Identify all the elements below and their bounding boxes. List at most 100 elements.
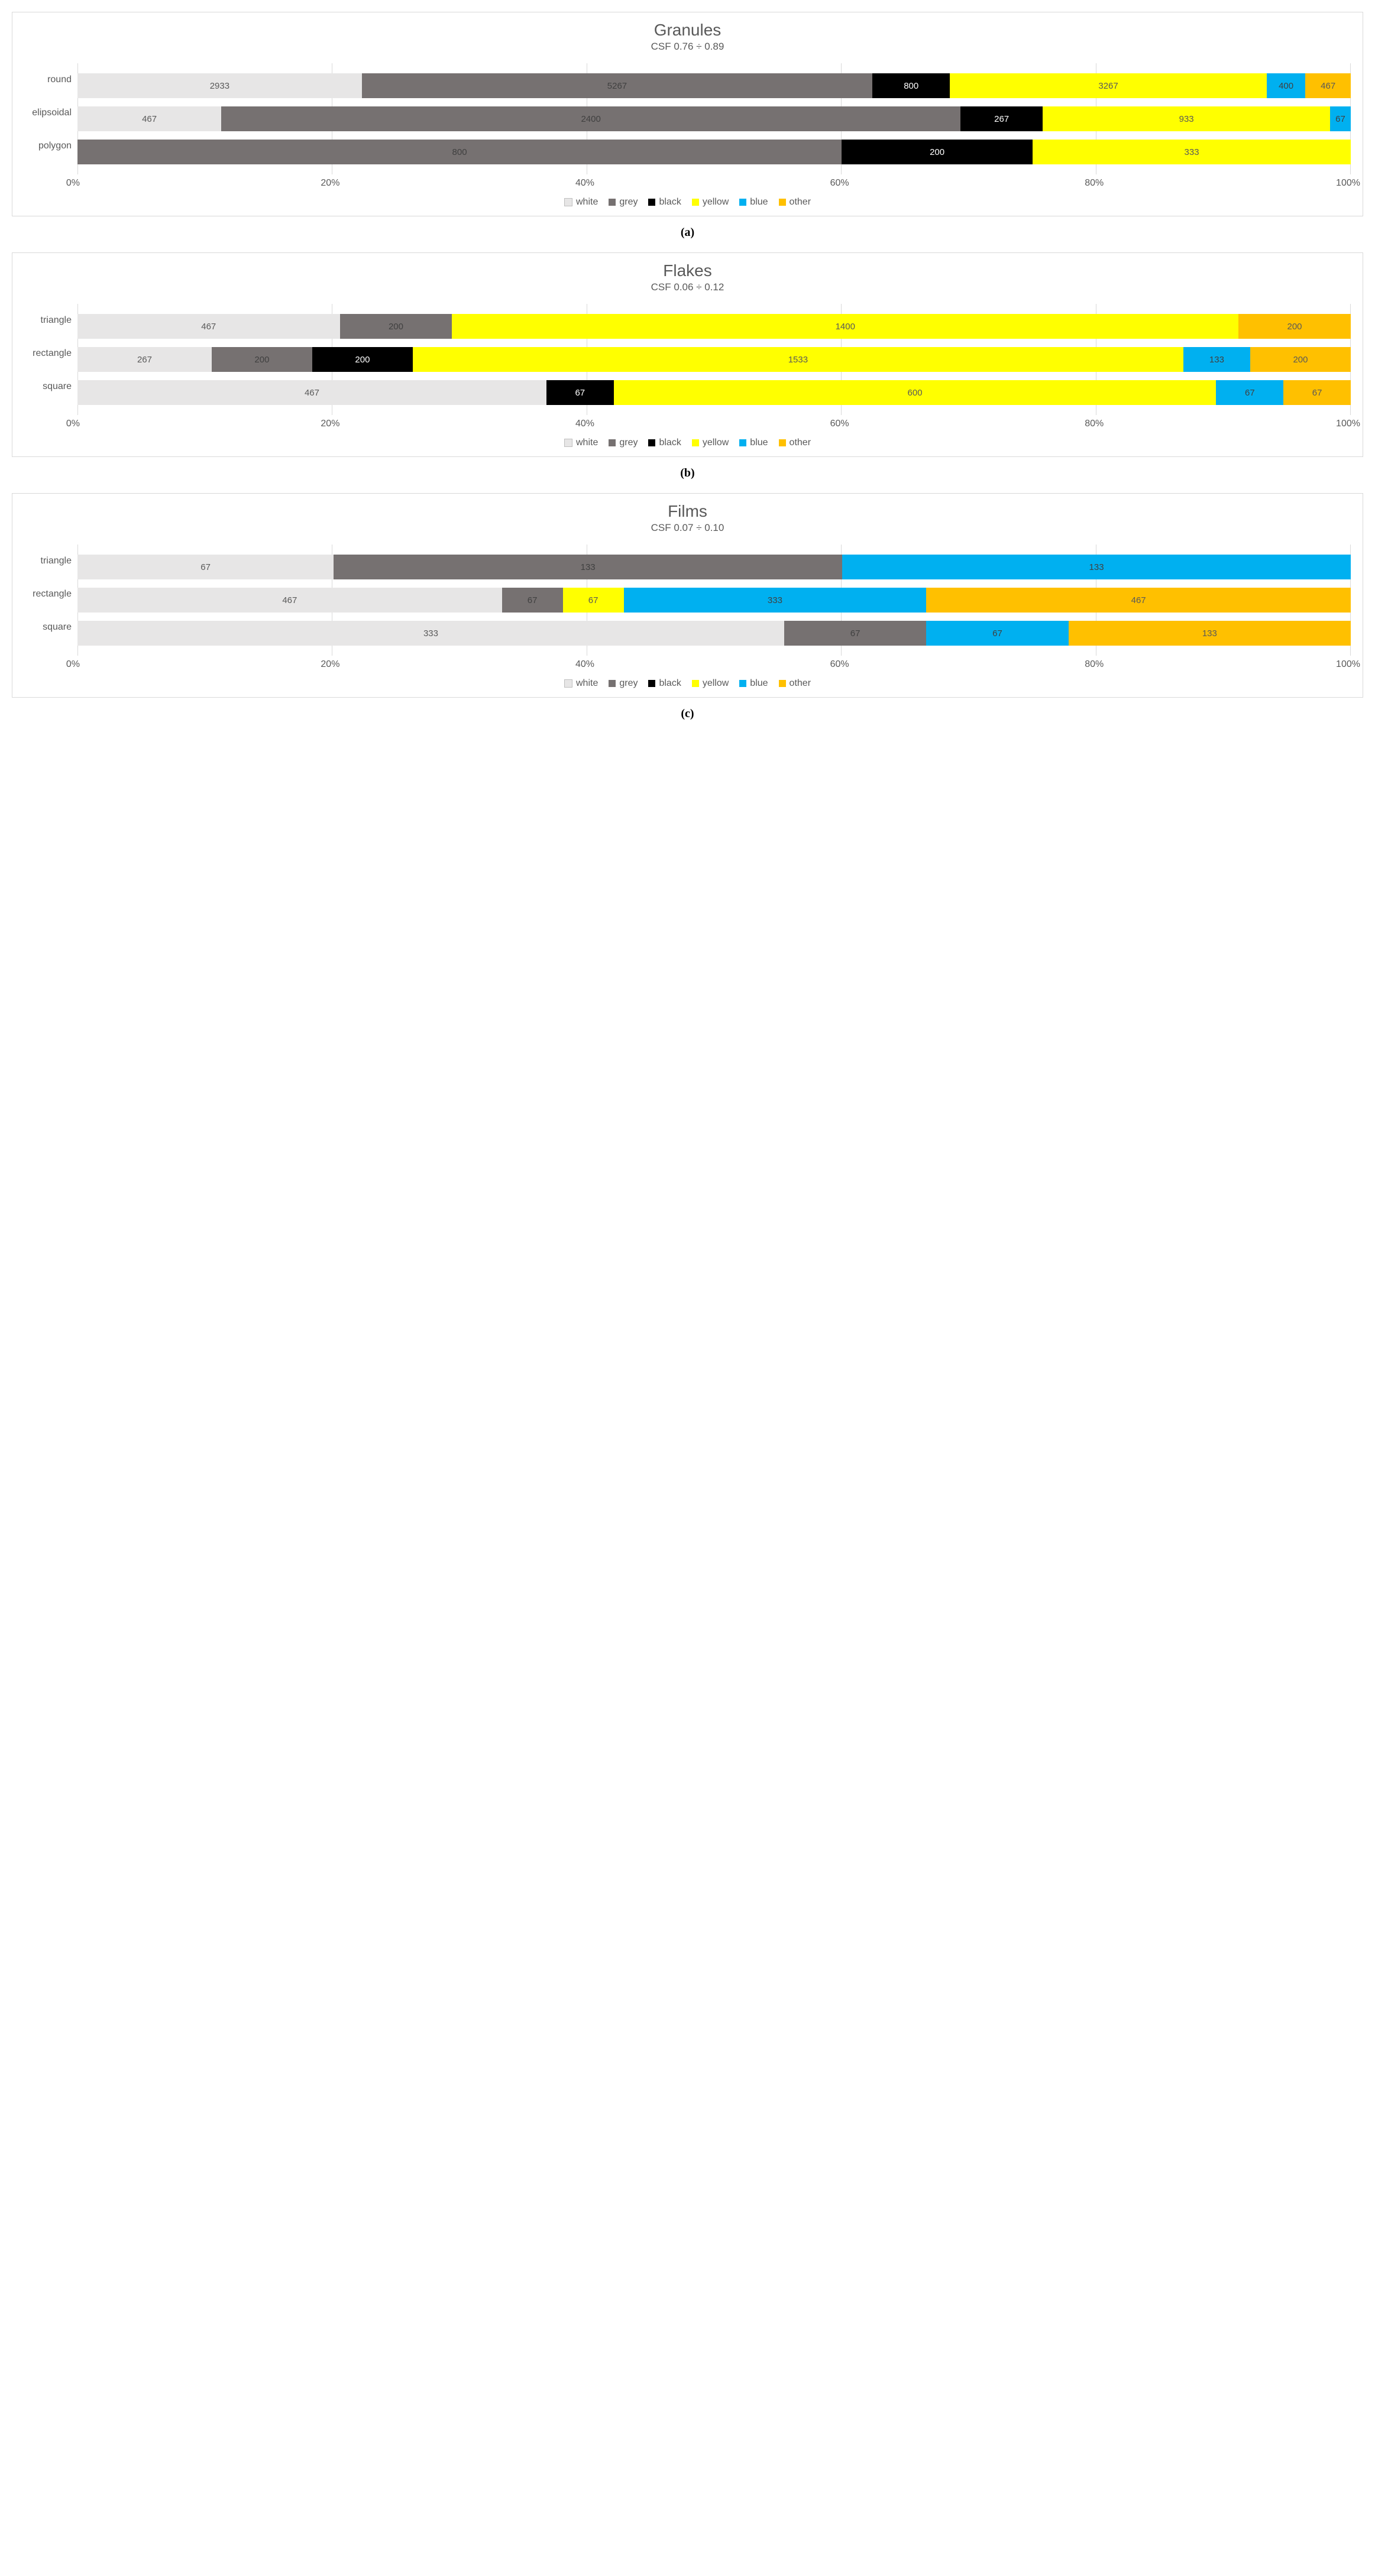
x-axis: 0%20%40%60%80%100% [18, 656, 1357, 670]
bar-segment-grey: 67 [784, 621, 926, 646]
bar-segment-white: 467 [77, 314, 340, 339]
axis-tick-label: 0% [66, 419, 80, 429]
legend-label: black [659, 197, 681, 208]
axis-tick: 20% [332, 659, 587, 670]
plot-inner: 4672001400200267200200153313320046767600… [77, 304, 1351, 415]
bar-segment-black: 800 [872, 73, 950, 98]
stacked-bar: 467240026793367 [77, 106, 1351, 131]
axis-tick-label: 100% [1336, 178, 1360, 189]
chart-panel-flakes: FlakesCSF 0.06 ÷ 0.12trianglerectanglesq… [12, 252, 1363, 457]
legend-item-black: black [648, 197, 681, 208]
bar-segment-black: 67 [546, 380, 614, 405]
plot-inner: 293352678003267400467 467240026793367 800 2… [77, 63, 1351, 174]
axis-tick: 80% [1096, 659, 1351, 670]
bar-row: 293352678003267400467 [77, 69, 1351, 102]
axis-tick-label: 20% [321, 178, 339, 188]
bar-segment-white: 67 [77, 555, 334, 579]
legend-item-black: black [648, 678, 681, 689]
bar-segment-black: 200 [312, 347, 413, 372]
legend: whitegreyblackyellowblueother [18, 438, 1357, 448]
stacked-bar: 3336767133 [77, 621, 1351, 646]
category-labels: trianglerectanglesquare [18, 545, 77, 656]
axis-tick: 20% [332, 178, 587, 189]
bar-segment-yellow: 1533 [413, 347, 1183, 372]
axis-tick-label: 20% [321, 419, 339, 429]
bar-segment-blue: 67 [1330, 106, 1351, 131]
chart-subtitle: CSF 0.07 ÷ 0.10 [18, 522, 1357, 534]
legend-swatch [692, 199, 699, 206]
axis-tick-label: 40% [575, 659, 594, 669]
legend-item-grey: grey [609, 678, 638, 689]
bar-segment-white: 467 [77, 106, 221, 131]
category-label: triangle [18, 545, 77, 578]
bar-segment-grey: 67 [502, 588, 563, 613]
legend-swatch [692, 680, 699, 687]
chart-panel-granules: GranulesCSF 0.76 ÷ 0.89roundelipsoidalpo… [12, 12, 1363, 216]
legend-swatch [564, 198, 572, 206]
axis-tick-label: 80% [1085, 659, 1104, 669]
bar-segment-other: 467 [926, 588, 1351, 613]
legend-swatch [739, 680, 746, 687]
category-label: polygon [18, 129, 77, 163]
axis-tick: 80% [1096, 178, 1351, 189]
legend-label: yellow [703, 438, 729, 448]
bar-segment-yellow: 600 [614, 380, 1217, 405]
bar-row: 3336767133 [77, 617, 1351, 650]
chart-panel-films: FilmsCSF 0.07 ÷ 0.10trianglerectanglesqu… [12, 493, 1363, 698]
legend-item-other: other [779, 438, 811, 448]
bar-segment-blue: 133 [842, 555, 1351, 579]
bar-segment-blue: 133 [1183, 347, 1250, 372]
category-label: triangle [18, 304, 77, 337]
bar-row: 2672002001533133200 [77, 343, 1351, 376]
plot-area: 6713313346767673334673336767133 [77, 545, 1351, 656]
bar-segment-white: 467 [77, 588, 502, 613]
axis-tick-label: 60% [830, 178, 849, 188]
legend-label: grey [619, 678, 638, 689]
category-labels: roundelipsoidalpolygon [18, 63, 77, 174]
chart-columns: trianglerectanglesquare46720014002002672… [18, 304, 1357, 415]
plot-area: 4672001400200267200200153313320046767600… [77, 304, 1351, 415]
bar-segment-grey: 200 [212, 347, 312, 372]
bar-segment-yellow: 3267 [950, 73, 1267, 98]
legend-item-white: white [564, 678, 598, 689]
chart-body: roundelipsoidalpolygon293352678003267400… [18, 63, 1357, 208]
legend-item-blue: blue [739, 197, 768, 208]
bar-segment-other: 67 [1283, 380, 1351, 405]
legend-swatch [564, 679, 572, 688]
legend-label: yellow [703, 197, 729, 208]
legend: white grey black yellow blue other [18, 197, 1357, 208]
legend-swatch [564, 439, 572, 447]
x-axis-ticks: 0%20%40%60%80%100% [77, 659, 1351, 670]
axis-tick-label: 0% [66, 659, 80, 669]
axis-tick: 60% [842, 419, 1096, 429]
bar-segment-other: 200 [1250, 347, 1351, 372]
legend-label: black [659, 678, 681, 689]
legend-item-grey: grey [609, 438, 638, 448]
legend-item-white: white [564, 197, 598, 208]
legend-item-other: other [779, 678, 811, 689]
bar-segment-black: 200 [842, 140, 1033, 164]
legend-label: other [790, 678, 811, 689]
bar-row: 4672001400200 [77, 310, 1351, 343]
bar-segment-black: 267 [960, 106, 1043, 131]
bar-segment-blue: 400 [1267, 73, 1306, 98]
category-label: rectangle [18, 337, 77, 370]
legend-item-yellow: yellow [692, 197, 729, 208]
legend-label: grey [619, 197, 638, 208]
stacked-bar: 4672001400200 [77, 314, 1351, 339]
legend-item-other: other [779, 197, 811, 208]
bar-segment-grey: 5267 [362, 73, 872, 98]
legend-item-yellow: yellow [692, 438, 729, 448]
axis-tick-label: 0% [66, 178, 80, 188]
legend-swatch [609, 199, 616, 206]
axis-tick-label: 40% [575, 178, 594, 188]
axis-tick-label: 60% [830, 419, 849, 429]
axis-tick: 40% [587, 178, 842, 189]
bar-segment-yellow: 67 [563, 588, 624, 613]
plot-area: 293352678003267400467 467240026793367 800 2… [77, 63, 1351, 174]
legend-swatch [609, 680, 616, 687]
bar-row: 467676006767 [77, 376, 1351, 409]
figure-root: GranulesCSF 0.76 ÷ 0.89roundelipsoidalpo… [12, 12, 1363, 721]
stacked-bar: 2672002001533133200 [77, 347, 1351, 372]
bar-segment-white: 467 [77, 380, 546, 405]
